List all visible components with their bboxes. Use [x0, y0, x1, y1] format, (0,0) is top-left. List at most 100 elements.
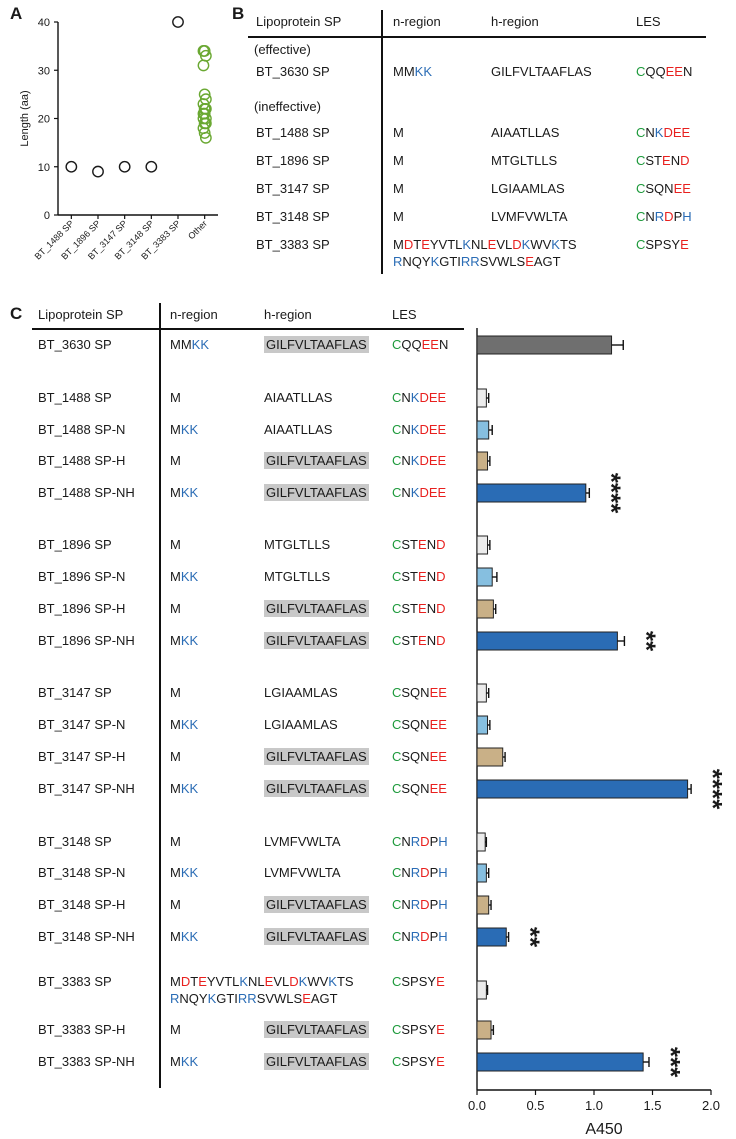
table-c-row-n-region: M: [170, 897, 181, 913]
table-b-group-effective: (effective): [254, 42, 311, 57]
residue-segment: D: [512, 237, 522, 252]
table-b-row-les: CNKDEE: [636, 125, 690, 141]
table-c-row-name: BT_3630 SP: [38, 337, 112, 352]
table-c-row-n-region: M: [170, 685, 181, 701]
table-b-row-h-region: LVMFVWLTA: [491, 209, 568, 225]
residue-segment: DEE: [663, 125, 691, 140]
residue-segment: C: [392, 569, 402, 584]
panel-c-x-tick-label: 1.0: [585, 1098, 603, 1113]
residue-segment: RR: [460, 254, 480, 269]
residue-segment: D: [436, 601, 446, 616]
residue-segment: DEE: [419, 453, 447, 468]
panel-a-data-point: [92, 165, 104, 178]
residue-segment: ST: [401, 569, 419, 584]
table-c-row-name: BT_3383 SP-NH: [38, 1054, 135, 1069]
table-c-row-n-region: MDTEYVTLKNLEVLDKWVKTS: [170, 974, 354, 990]
residue-segment: K: [410, 485, 420, 500]
residue-segment: QQ: [401, 337, 422, 352]
table-c-row-n-region: MKK: [170, 781, 198, 797]
table-c-row-n-region: MKK: [170, 865, 198, 881]
residue-segment: K: [207, 991, 217, 1006]
table-c-row-h-region: GILFVLTAAFLAS: [264, 484, 369, 501]
residue-segment: M: [393, 153, 404, 168]
residue-segment: E: [487, 237, 497, 252]
table-b-row-h-region: AIAATLLAS: [491, 125, 559, 141]
residue-segment: N: [401, 422, 411, 437]
table-b-row-n-region-line2: RNQYKGTIRRSVWLSEAGT: [393, 254, 561, 270]
panel-c-bar: [476, 483, 587, 503]
residue-segment: C: [392, 537, 402, 552]
residue-segment: H: [438, 865, 448, 880]
residue-segment: MM: [170, 337, 192, 352]
table-b-row-n-region: M: [393, 209, 404, 225]
residue-segment: M: [170, 569, 181, 584]
table-b-header-rule: [248, 36, 706, 38]
table-c-row-les: CSQNEE: [392, 749, 447, 765]
residue-segment: P: [429, 929, 439, 944]
table-c-row-n-region: M: [170, 749, 181, 765]
residue-segment: D: [420, 865, 430, 880]
residue-segment: M: [170, 929, 181, 944]
residue-segment: D: [420, 834, 430, 849]
residue-segment: E: [436, 1022, 445, 1037]
residue-segment: R: [410, 929, 421, 944]
residue-segment: M: [170, 897, 181, 912]
residue-segment: YVTL: [429, 237, 463, 252]
panel-a-y-tick-label: 10: [38, 162, 50, 174]
table-c-row-n-region: MKK: [170, 717, 198, 733]
residue-segment: DEE: [419, 485, 447, 500]
residue-segment: SPSY: [401, 974, 437, 989]
panel-c-significance-marker: ****: [596, 473, 626, 514]
table-c-row-name: BT_3147 SP-N: [38, 717, 126, 732]
residue-segment: T: [190, 974, 199, 989]
table-b-row-name: BT_3630 SP: [256, 64, 330, 79]
panel-c-bar: [476, 451, 489, 471]
residue-segment: TS: [559, 237, 577, 252]
panel-c-bar: [476, 388, 487, 408]
panel-a-data-point: [198, 127, 211, 139]
residue-segment: C: [636, 209, 646, 224]
residue-segment: C: [392, 485, 402, 500]
table-c-header-name: Lipoprotein SP: [38, 307, 124, 322]
residue-segment: E: [418, 601, 427, 616]
residue-segment: SVWLS: [479, 254, 526, 269]
residue-segment: KK: [191, 337, 210, 352]
panel-c-bar: [476, 1020, 492, 1040]
panel-c-label: C: [10, 304, 23, 323]
residue-segment: C: [392, 749, 402, 764]
residue-segment: K: [410, 422, 420, 437]
residue-segment: D: [436, 537, 446, 552]
residue-segment: M: [170, 834, 181, 849]
residue-segment: M: [170, 601, 181, 616]
residue-segment: C: [636, 237, 646, 252]
table-c-row-name: BT_3148 SP: [38, 834, 112, 849]
residue-segment: KK: [414, 64, 433, 79]
residue-segment: SPSY: [401, 1054, 437, 1069]
panel-c-bar: [476, 779, 689, 799]
table-c-row-les: CSTEND: [392, 569, 445, 585]
residue-segment: SPSY: [645, 237, 681, 252]
residue-segment: C: [392, 685, 402, 700]
residue-segment: KK: [180, 781, 199, 796]
residue-segment: M: [393, 209, 404, 224]
residue-segment: M: [170, 422, 181, 437]
table-c-row-name: BT_1488 SP-H: [38, 453, 126, 468]
residue-segment: EE: [429, 749, 447, 764]
residue-segment: D: [436, 633, 446, 648]
table-c-row-name: BT_3383 SP-H: [38, 1022, 126, 1037]
table-c-row-les: CNRDPH: [392, 929, 448, 945]
residue-segment: R: [410, 865, 421, 880]
table-c-row-les: CNRDPH: [392, 897, 448, 913]
panel-a-data-point: [65, 160, 78, 173]
residue-segment: D: [403, 237, 414, 252]
residue-segment: M: [170, 390, 181, 405]
table-c-row-les: CSQNEE: [392, 781, 447, 797]
residue-segment: DEE: [419, 390, 447, 405]
table-c-row-name: BT_1488 SP: [38, 390, 112, 405]
table-c-row-h-region: GILFVLTAAFLAS: [264, 452, 369, 469]
panel-c-x-tick-label: 0.0: [468, 1098, 486, 1113]
table-c-row-h-region: GILFVLTAAFLAS: [264, 1053, 369, 1070]
table-c-row-name: BT_3147 SP: [38, 685, 112, 700]
